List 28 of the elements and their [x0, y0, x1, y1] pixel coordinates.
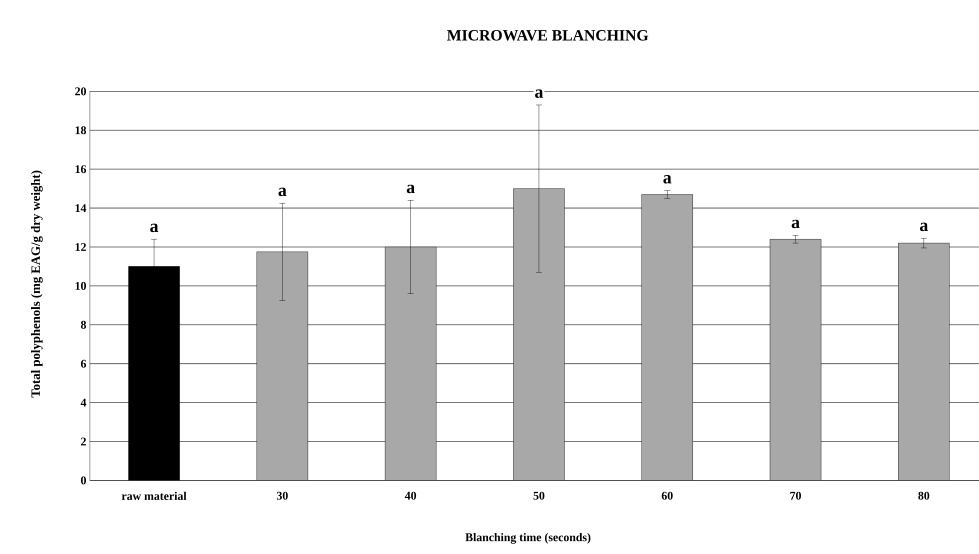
y-tick-label: 18 — [76, 126, 86, 134]
y-tick-label: 16 — [76, 165, 86, 174]
x-tick-label: 60 — [662, 492, 673, 500]
x-tick-label: 70 — [790, 492, 801, 500]
y-tick-label: 2 — [81, 438, 86, 446]
x-tick-label: 50 — [534, 492, 544, 500]
annotation: a — [406, 184, 415, 194]
annotation: a — [920, 222, 928, 232]
y-tick-label: 14 — [76, 204, 86, 212]
x-tick-label: 40 — [404, 492, 416, 500]
annotation: a — [535, 89, 544, 98]
y-tick-label: 20 — [75, 87, 86, 96]
y-tick-label: 8 — [80, 320, 86, 329]
x-tick-label: 30 — [276, 492, 288, 500]
y-axis-title: Total polyphenols (mg EAG/g dry weight) — [31, 170, 43, 398]
y-tick-label: 12 — [76, 243, 86, 251]
y-tick-label: 6 — [80, 360, 86, 368]
x-tick-label: raw material — [122, 492, 186, 500]
x-axis-title: Blanching time (seconds) — [465, 532, 590, 544]
x-tick-label: 80 — [918, 492, 930, 500]
y-tick-label: 4 — [80, 398, 86, 406]
y-tick-label: 0 — [80, 476, 86, 484]
annotation: a — [278, 188, 287, 196]
annotation: a — [150, 224, 158, 232]
annotation: a — [663, 174, 672, 184]
y-tick-label: 10 — [76, 282, 86, 290]
annotation: a — [792, 220, 800, 228]
chart-title: MICROWAVE BLANCHING — [447, 30, 648, 41]
